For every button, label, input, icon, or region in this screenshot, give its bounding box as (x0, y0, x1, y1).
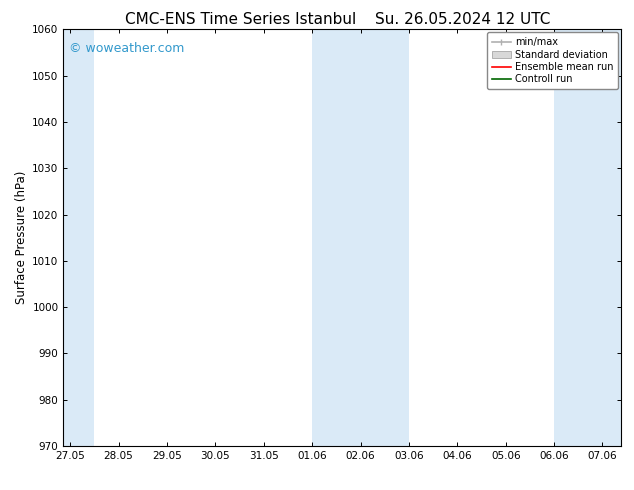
Text: Su. 26.05.2024 12 UTC: Su. 26.05.2024 12 UTC (375, 12, 550, 27)
Bar (554, 29, 621, 446)
Text: © woweather.com: © woweather.com (69, 42, 184, 55)
Y-axis label: Surface Pressure (hPa): Surface Pressure (hPa) (15, 171, 28, 304)
Bar (312, 29, 409, 446)
Bar (63, 29, 94, 446)
Text: CMC-ENS Time Series Istanbul: CMC-ENS Time Series Istanbul (126, 12, 356, 27)
Legend: min/max, Standard deviation, Ensemble mean run, Controll run: min/max, Standard deviation, Ensemble me… (487, 32, 618, 89)
